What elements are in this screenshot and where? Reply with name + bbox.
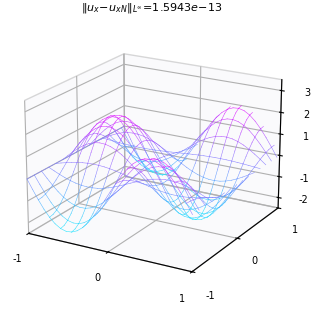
Title: $\|u_x\!-\!u_{xN}\|_{L^\infty}\!=\!1.5943e\!-\!13$: $\|u_x\!-\!u_{xN}\|_{L^\infty}\!=\!1.594… <box>81 1 223 15</box>
